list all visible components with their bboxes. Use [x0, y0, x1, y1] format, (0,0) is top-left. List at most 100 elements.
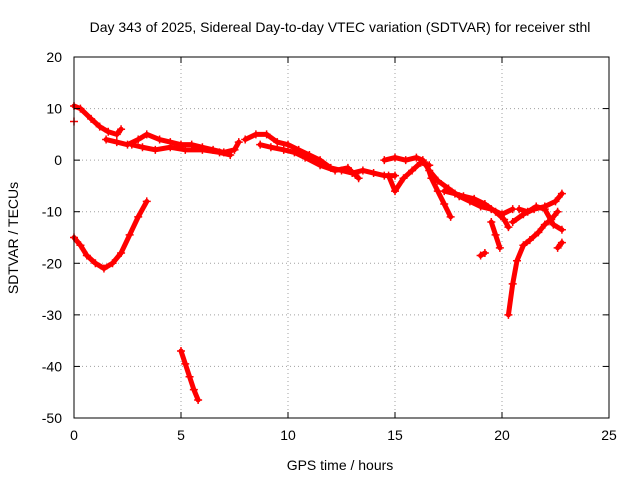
series-track-p: [70, 197, 151, 273]
data-point: [273, 138, 282, 147]
data-point: [504, 223, 513, 232]
data-marks: [70, 101, 566, 404]
data-point: [194, 395, 203, 404]
data-point: [476, 251, 485, 260]
series-track-i: [440, 187, 513, 232]
data-point: [508, 279, 517, 288]
data-point: [557, 189, 566, 198]
y-tick-label: 20: [46, 49, 62, 65]
data-point: [532, 202, 541, 211]
data-point: [185, 372, 194, 381]
data-point: [551, 197, 560, 206]
data-point: [369, 169, 378, 178]
data-point: [380, 156, 389, 165]
data-point: [87, 114, 96, 123]
data-point: [470, 194, 479, 203]
data-point: [549, 220, 558, 229]
data-point: [491, 207, 500, 216]
data-point: [504, 310, 513, 319]
series-track-c: [127, 140, 235, 159]
y-tick-label: -10: [42, 204, 62, 220]
data-point: [262, 130, 271, 139]
data-point: [500, 215, 509, 224]
series-track-o: [553, 238, 566, 252]
data-point: [256, 140, 265, 149]
data-point: [401, 156, 410, 165]
data-point: [134, 135, 143, 144]
series-track-h: [423, 161, 455, 221]
x-tick-label: 5: [177, 427, 185, 443]
data-point: [301, 153, 310, 162]
data-point: [427, 174, 436, 183]
data-point: [384, 171, 393, 180]
data-point: [76, 241, 85, 250]
data-point: [108, 259, 117, 268]
data-point: [284, 140, 292, 149]
data-point: [198, 145, 207, 154]
data-point: [391, 153, 399, 162]
data-point: [418, 156, 427, 165]
data-point: [230, 145, 239, 154]
data-point: [523, 207, 532, 216]
data-point: [155, 135, 164, 144]
data-point: [95, 122, 104, 131]
data-point: [540, 205, 549, 214]
data-point: [495, 243, 504, 252]
data-point: [234, 138, 243, 147]
series-track-a: [70, 101, 126, 139]
x-axis-label: GPS time / hours: [287, 457, 394, 473]
data-point: [251, 130, 260, 139]
y-tick-label: -40: [42, 358, 62, 374]
y-tick-label: 0: [54, 152, 62, 168]
data-point: [134, 212, 143, 221]
data-point: [525, 236, 534, 245]
data-point: [290, 148, 299, 157]
data-point: [279, 145, 288, 154]
x-tick-label: 15: [387, 427, 403, 443]
data-point: [112, 130, 121, 139]
data-point: [343, 163, 352, 172]
series-track-n: [515, 202, 566, 234]
data-point: [138, 143, 147, 152]
data-point: [151, 145, 160, 154]
data-point: [423, 161, 432, 170]
x-tick-label: 10: [280, 427, 296, 443]
data-point: [117, 248, 126, 257]
data-point: [117, 125, 126, 134]
grid-lines: [74, 57, 609, 418]
data-point: [316, 161, 325, 170]
series-track-d: [241, 130, 399, 180]
data-point: [177, 346, 185, 355]
y-axis-label: SDTVAR / TECUs: [5, 182, 21, 294]
data-point: [91, 259, 100, 268]
data-point: [450, 189, 459, 198]
series-track-j: [487, 218, 504, 252]
data-point: [127, 140, 136, 149]
data-point: [459, 192, 468, 201]
data-point: [99, 264, 108, 273]
data-point: [181, 145, 190, 154]
data-point: [125, 230, 134, 239]
y-tick-label: -50: [42, 410, 62, 426]
series-track-e: [256, 140, 363, 183]
data-point: [112, 138, 121, 147]
data-point: [480, 199, 489, 208]
data-point: [181, 359, 190, 368]
data-point: [358, 166, 367, 175]
data-point: [412, 153, 421, 162]
data-point: [446, 212, 455, 221]
data-point: [226, 150, 235, 159]
data-point: [391, 187, 399, 196]
data-point: [102, 135, 111, 144]
x-tick-label: 0: [70, 427, 78, 443]
data-point: [82, 251, 91, 260]
data-point: [508, 218, 517, 227]
y-tick-label: -30: [42, 307, 62, 323]
data-point: [553, 243, 562, 252]
x-tick-label: 25: [601, 427, 617, 443]
x-tick-label: 20: [494, 427, 510, 443]
data-point: [480, 248, 489, 257]
data-point: [331, 166, 340, 175]
